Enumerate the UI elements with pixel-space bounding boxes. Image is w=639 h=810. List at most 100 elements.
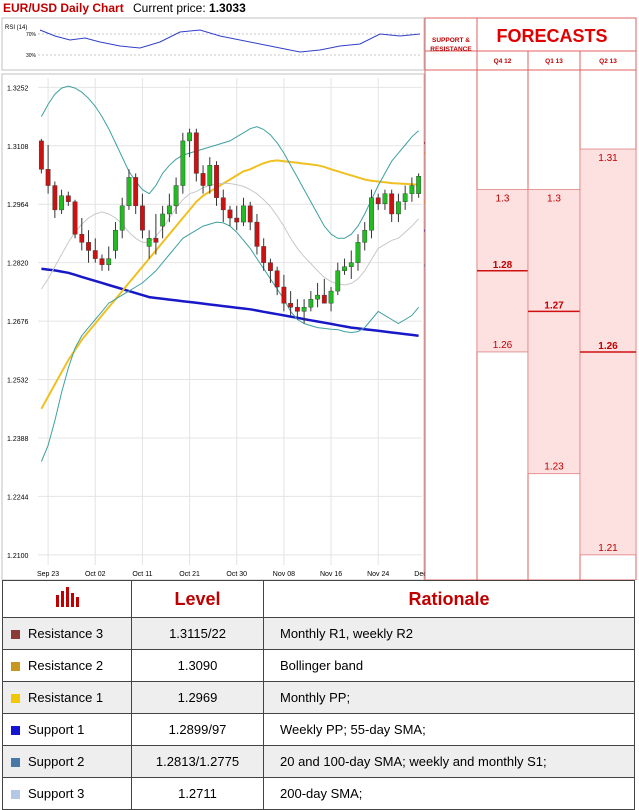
forecast-low-label: 1.26 [493,340,513,351]
candle [119,197,125,239]
candle [227,205,233,227]
x-tick-label: Nov 24 [367,571,389,578]
candle-body [274,270,280,288]
candle [281,274,287,312]
level-name: Support 1 [28,722,85,737]
level-value: 1.2813/1.2775 [131,745,264,778]
forecast-column-header: Q2 13 [599,58,617,65]
x-tick-label: Sep 23 [37,571,59,578]
candle-body [38,140,44,170]
candle-body [160,213,166,227]
candle [261,238,267,271]
bar-chart-icon [56,586,79,607]
y-tick-label: 1.2820 [7,261,29,268]
candle [396,193,401,223]
candle-body [200,173,206,186]
candle [355,234,361,271]
candle-body [342,266,347,271]
candle-body [65,195,71,202]
level-color-swatch [11,790,20,800]
level-name-cell: Resistance 3 [2,617,132,650]
candle-body [166,205,172,215]
table-icon-cell [2,580,132,618]
candle [173,177,179,214]
indicator-line [40,159,419,410]
candle [160,205,166,239]
level-color-swatch [11,630,20,640]
forecast-high-label: 1.31 [598,153,618,164]
candle [409,177,415,202]
level-color-swatch [11,662,20,672]
candle-body [126,177,132,207]
forecast-low-label: 1.23 [544,462,564,473]
level-name-cell: Resistance 1 [2,681,132,714]
candle-body [409,185,415,194]
forecast-high-label: 1.3 [496,194,510,205]
level-color-swatch [11,694,20,704]
sr-header-line1: SUPPORT & [432,37,470,44]
candle [301,299,307,324]
candle [166,193,172,223]
forecast-range [527,189,581,475]
candle [268,258,273,283]
level-rationale: Monthly PP; [263,681,635,714]
indicator-line [41,267,419,337]
candle-body [362,229,368,243]
candle-body [335,270,341,292]
candle [187,128,192,158]
level-name-cell: Support 3 [2,777,132,810]
table-row: Resistance 2 1.3090 Bollinger band [2,649,635,682]
candle-body [261,246,267,263]
level-color-swatch [11,758,20,768]
candle-body [45,169,51,186]
candle [207,157,213,194]
candle [254,213,260,255]
candle [113,222,118,259]
rsi-level-70: 70% [26,32,37,38]
level-name-cell: Support 2 [2,745,132,778]
candle [315,282,320,308]
candle-body [52,185,58,211]
candle-body [79,234,85,243]
candle-body [247,205,253,223]
candle-body [301,307,307,312]
y-axis: 1.3252 1.3108 1.2964 1.2820 1.2676 1.2532 1.23… [7,85,29,560]
candle [72,199,78,239]
forecast-columns: Q4 12 1.3 1.28 1.26 Q1 13 1.3 1.27 1.23 Q2 13 1.3… [476,58,637,556]
level-name: Support 2 [28,754,85,769]
candle-body [227,209,233,219]
candle-body [348,262,354,267]
y-tick-label: 1.3252 [7,85,29,92]
indicator-line [40,85,419,239]
x-tick-label: Nov 16 [320,571,342,578]
rsi-panel: RSI (14) 70% 30% [1,17,425,71]
y-tick-label: 1.2532 [7,378,29,385]
candle-body [355,242,361,263]
rationale-header: Rationale [263,580,635,618]
candle [180,132,186,194]
candle-body [113,229,118,251]
forecasts-title: FORECASTS [496,26,607,46]
candle [126,169,132,210]
candle-body [402,193,408,202]
level-value: 1.3090 [131,649,264,682]
candle [348,250,354,279]
candle-body [207,165,213,186]
table-row: Support 2 1.2813/1.2775 20 and 100-day SMA… [2,745,635,778]
candle-body [140,205,145,231]
candle [375,193,381,210]
candle [214,161,219,206]
candle [402,185,408,210]
candle [234,205,240,231]
level-value: 1.3115/22 [131,617,264,650]
candle [52,181,58,219]
candle-body [187,132,192,142]
candle [99,254,105,271]
candle-body [375,197,381,205]
candle [321,278,327,304]
y-tick-label: 1.2244 [7,494,29,501]
level-name-cell: Support 1 [2,713,132,746]
candle [92,238,98,263]
candle-body [193,132,199,174]
x-tick-label: Nov 08 [273,571,295,578]
